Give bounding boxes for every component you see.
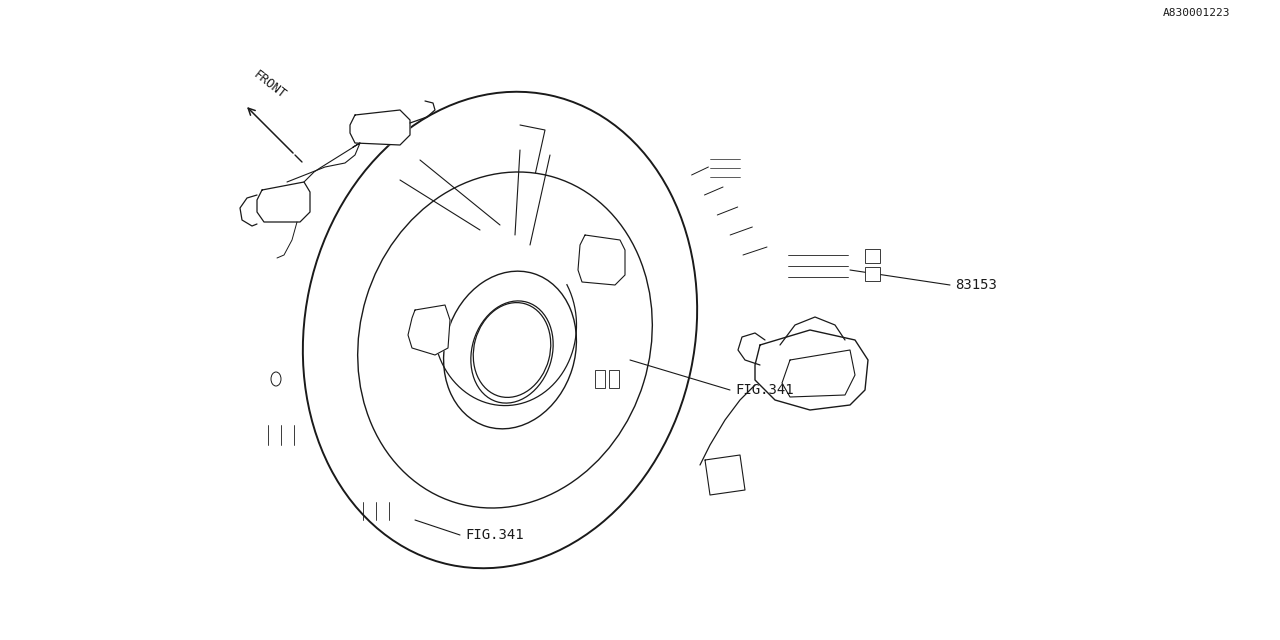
Bar — [595, 370, 605, 388]
Polygon shape — [705, 455, 745, 495]
Text: FIG.341: FIG.341 — [465, 528, 524, 542]
Polygon shape — [257, 182, 310, 222]
Polygon shape — [782, 350, 855, 397]
Ellipse shape — [271, 372, 282, 386]
Bar — [865, 249, 881, 263]
Polygon shape — [349, 110, 410, 145]
Ellipse shape — [357, 172, 653, 508]
Polygon shape — [579, 235, 625, 285]
Text: FIG.341: FIG.341 — [735, 383, 794, 397]
Ellipse shape — [444, 271, 576, 429]
Ellipse shape — [474, 303, 550, 397]
Text: FRONT: FRONT — [251, 68, 289, 102]
Polygon shape — [408, 305, 451, 355]
Bar — [609, 370, 620, 388]
Bar — [865, 267, 881, 281]
Text: A830001223: A830001223 — [1162, 8, 1230, 18]
Ellipse shape — [303, 92, 698, 568]
Text: 83153: 83153 — [955, 278, 997, 292]
Polygon shape — [755, 330, 868, 410]
